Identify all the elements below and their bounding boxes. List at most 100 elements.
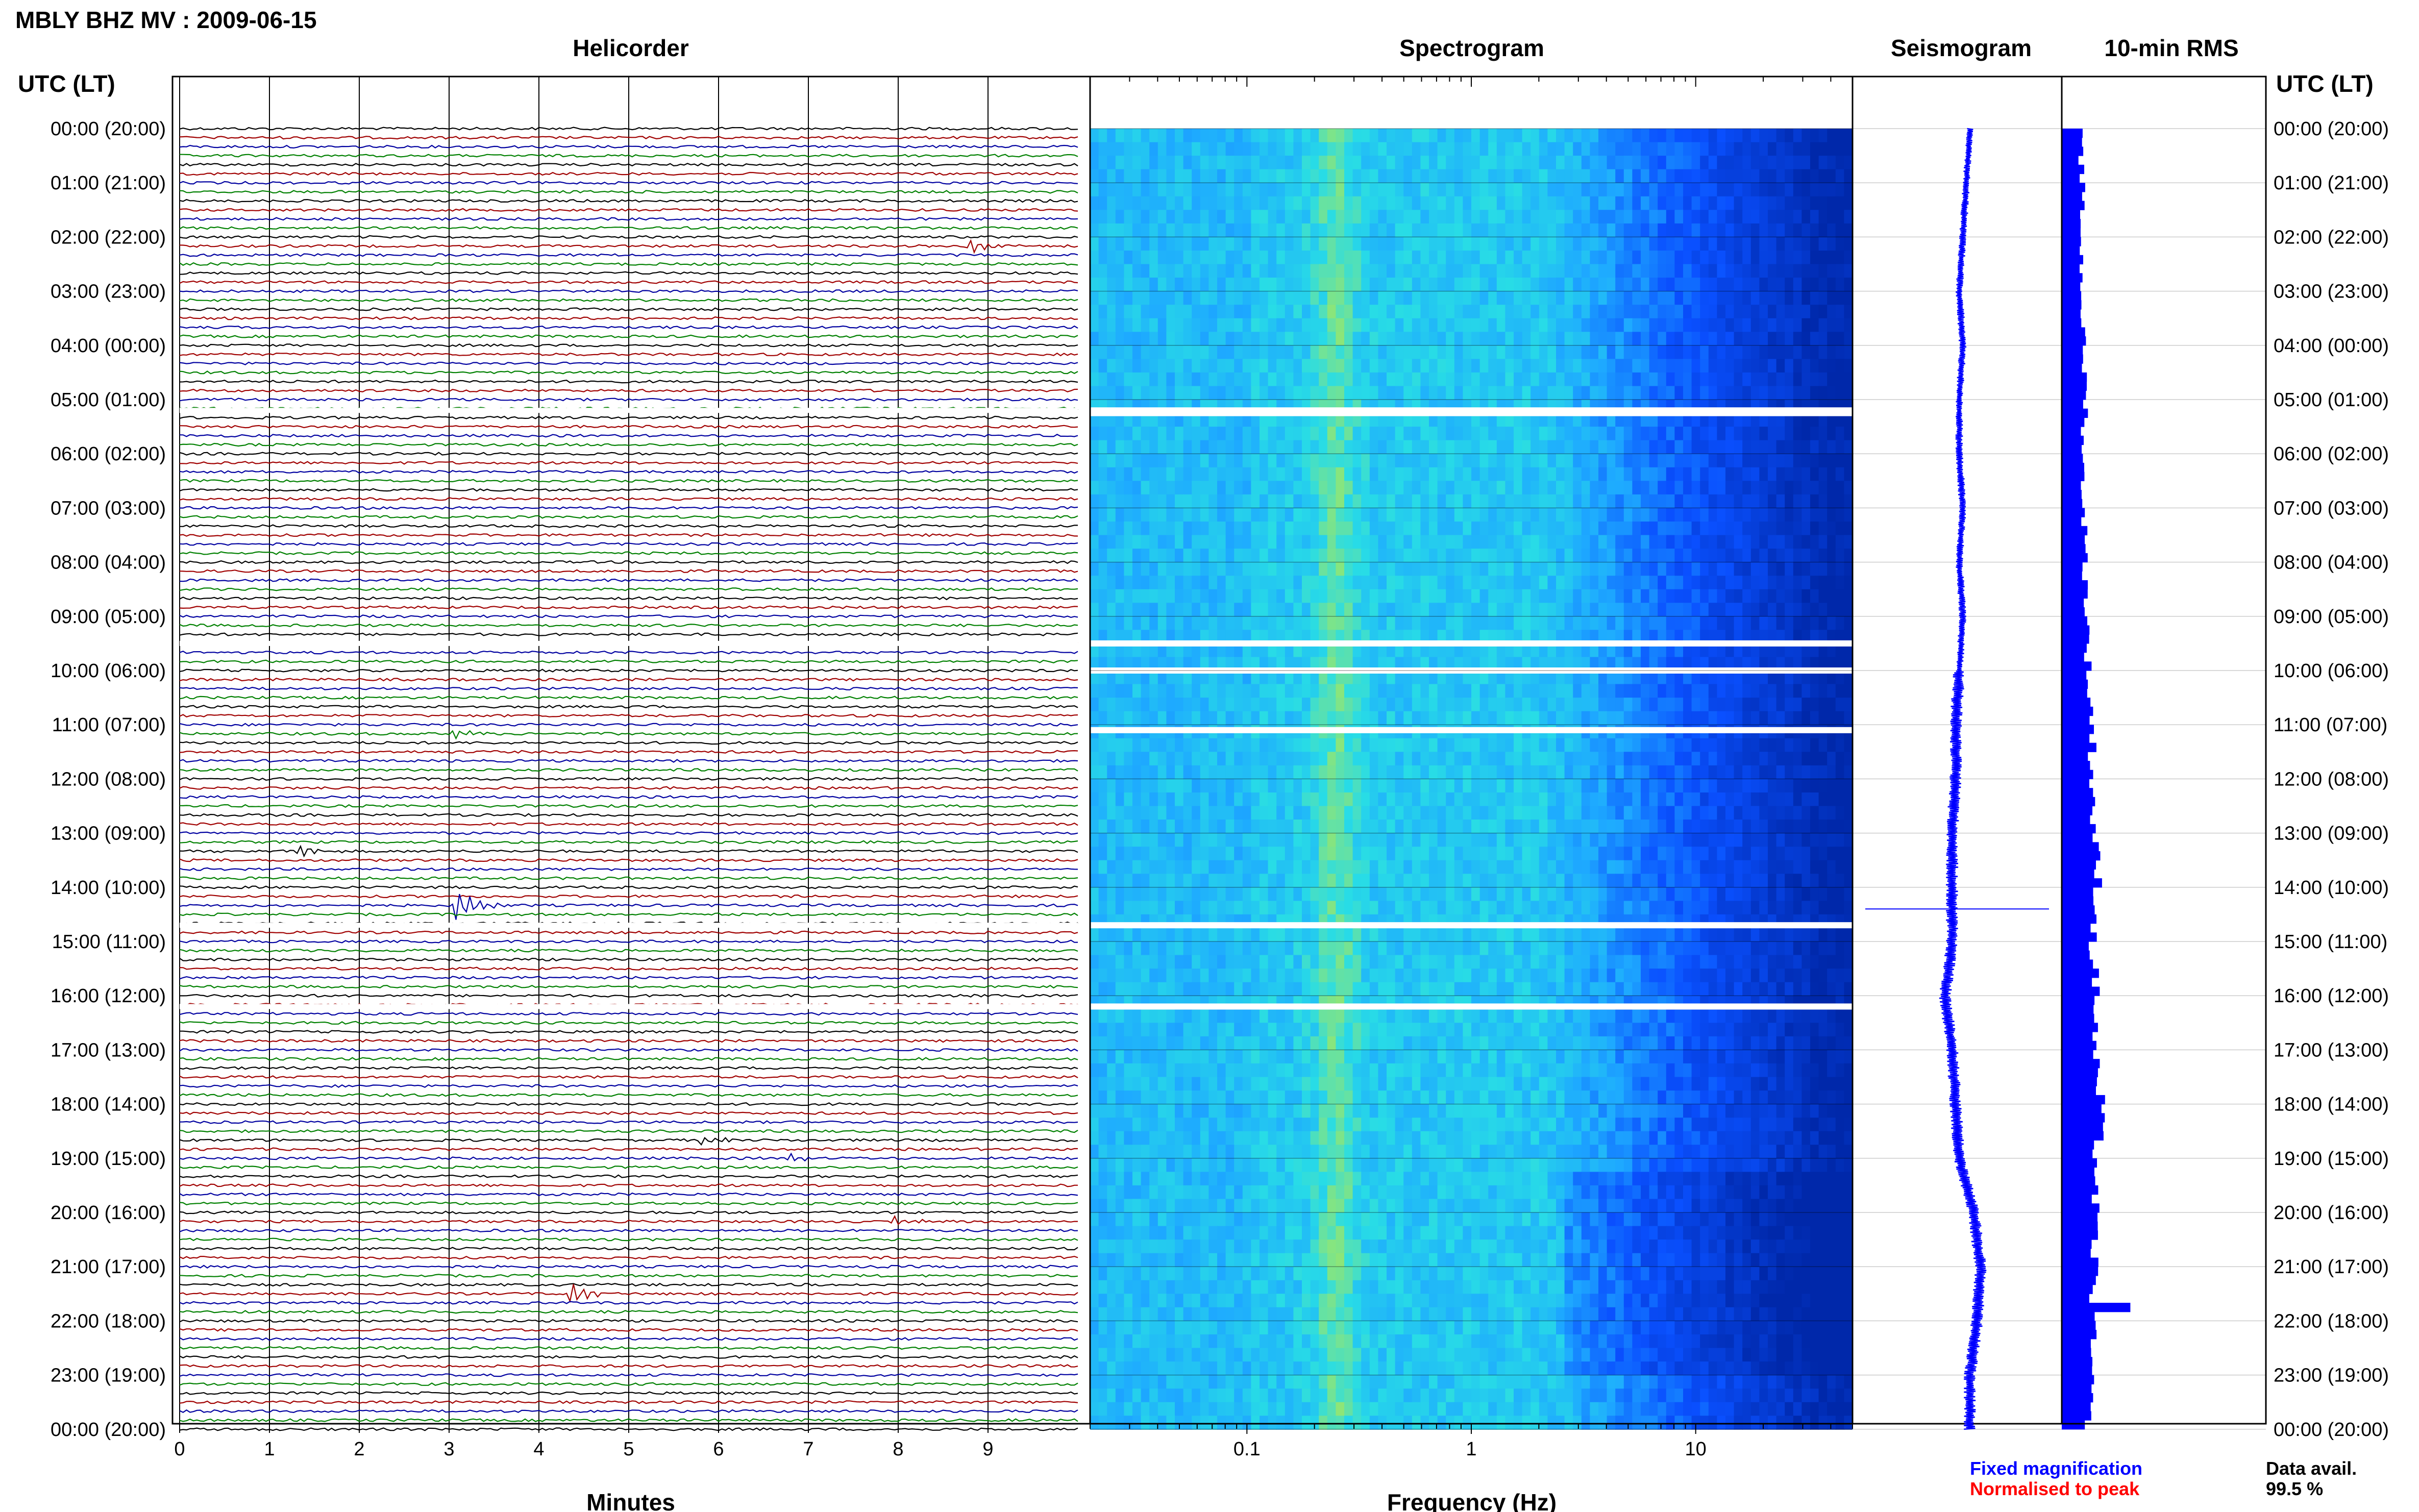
spectrogram-cell	[1590, 386, 1599, 400]
spectrogram-cell	[1208, 752, 1218, 766]
spectrogram-cell	[1352, 345, 1362, 360]
spectrogram-cell	[1785, 291, 1794, 305]
spectrogram-cell	[1556, 318, 1565, 333]
spectrogram-cell	[1429, 684, 1438, 698]
spectrogram-cell	[1776, 603, 1785, 617]
spectrogram-cell	[1556, 305, 1565, 319]
spectrogram-cell	[1141, 643, 1150, 658]
spectrogram-cell	[1717, 427, 1726, 441]
spectrogram-cell	[1488, 169, 1497, 183]
spectrogram-cell	[1505, 156, 1514, 170]
spectrogram-cell	[1768, 318, 1777, 333]
spectrogram-cell	[1496, 142, 1506, 156]
spectrogram-cell	[1810, 318, 1819, 333]
spectrogram-cell	[1285, 359, 1294, 373]
spectrogram-cell	[1479, 196, 1489, 211]
spectrogram-cell	[1310, 508, 1319, 522]
spectrogram-cell	[1420, 291, 1429, 305]
spectrogram-cell	[1793, 223, 1803, 238]
spectrogram-cell	[1564, 576, 1573, 590]
spectrogram-cell	[1463, 833, 1472, 847]
spectrogram-cell	[1157, 251, 1167, 265]
spectrogram-cell	[1463, 291, 1472, 305]
spectrogram-cell	[1463, 332, 1472, 346]
spectrogram-cell	[1522, 223, 1531, 238]
spectrogram-cell	[1641, 129, 1650, 143]
spectrogram-cell	[1285, 467, 1294, 482]
spectrogram-cell	[1336, 156, 1345, 170]
spectrogram-cell	[1590, 278, 1599, 292]
spectrogram-cell	[1835, 183, 1845, 197]
spectrogram-cell	[1446, 765, 1455, 780]
spectrogram-cell	[1683, 671, 1692, 685]
spectrogram-cell	[1107, 481, 1116, 495]
spectrogram-cell	[1818, 183, 1828, 197]
spectrogram-cell	[1581, 779, 1591, 793]
spectrogram-cell	[1446, 481, 1455, 495]
spectrogram-cell	[1700, 454, 1709, 468]
spectrogram-cell	[1556, 345, 1565, 360]
spectrogram-cell	[1607, 237, 1616, 251]
spectrogram-cell	[1768, 562, 1777, 576]
spectrogram-cell	[1454, 372, 1464, 387]
spectrogram-cell	[1768, 196, 1777, 211]
spectrogram-cell	[1285, 156, 1294, 170]
spectrogram-cell	[1818, 684, 1828, 698]
spectrogram-cell	[1479, 671, 1489, 685]
spectrogram-cell	[1395, 278, 1404, 292]
spectrogram-cell	[1708, 318, 1718, 333]
spectrogram-cell	[1496, 183, 1506, 197]
spectrogram-cell	[1234, 711, 1243, 726]
spectrogram-cell	[1801, 278, 1811, 292]
helicorder-trace	[179, 533, 1078, 537]
spectrogram-cell	[1463, 264, 1472, 278]
spectrogram-cell	[1674, 372, 1684, 387]
spectrogram-cell	[1471, 372, 1480, 387]
spectrogram-cell	[1734, 562, 1743, 576]
spectrogram-cell	[1124, 522, 1133, 536]
spectrogram-cell	[1276, 454, 1286, 468]
spectrogram-cell	[1768, 251, 1777, 265]
spectrogram-cell	[1268, 183, 1277, 197]
spectrogram-cell	[1683, 318, 1692, 333]
spectrogram-cell	[1479, 576, 1489, 590]
spectrogram-cell	[1768, 156, 1777, 170]
spectrogram-cell	[1217, 305, 1226, 319]
spectrogram-cell	[1818, 765, 1828, 780]
spectrogram-cell	[1141, 305, 1150, 319]
spectrogram-cell	[1200, 752, 1210, 766]
helicorder-trace	[179, 1373, 1078, 1377]
spectrogram-cell	[1844, 156, 1853, 170]
spectrogram-cell	[1759, 616, 1768, 631]
spectrogram-cell	[1403, 142, 1413, 156]
spectrogram-cell	[1776, 305, 1785, 319]
spectrogram-cell	[1369, 494, 1379, 509]
spectrogram-cell	[1395, 345, 1404, 360]
spectrogram-cell	[1260, 549, 1269, 563]
spectrogram-cell	[1471, 142, 1480, 156]
spectrogram-cell	[1488, 630, 1497, 644]
spectrogram-cell	[1141, 833, 1150, 847]
spectrogram-cell	[1260, 684, 1269, 698]
spectrogram-cell	[1683, 630, 1692, 644]
spectrogram-cell	[1496, 156, 1506, 170]
spectrogram-cell	[1505, 196, 1514, 211]
spectrogram-cell	[1387, 481, 1396, 495]
spectrogram-cell	[1590, 752, 1599, 766]
spectrogram-cell	[1395, 291, 1404, 305]
spectrogram-cell	[1776, 237, 1785, 251]
spectrogram-cell	[1217, 494, 1226, 509]
spectrogram-cell	[1717, 792, 1726, 807]
spectrogram-cell	[1183, 589, 1192, 604]
spectrogram-cell	[1412, 332, 1421, 346]
spectrogram-cell	[1090, 616, 1099, 631]
spectrogram-cell	[1632, 318, 1641, 333]
spectrogram-cell	[1496, 616, 1506, 631]
spectrogram-cell	[1149, 386, 1158, 400]
spectrogram-cell	[1260, 427, 1269, 441]
spectrogram-cell	[1564, 549, 1573, 563]
spectrogram-cell	[1124, 359, 1133, 373]
spectrogram-cell	[1573, 698, 1582, 712]
spectrogram-cell	[1446, 603, 1455, 617]
helicorder-trace	[179, 804, 1078, 808]
